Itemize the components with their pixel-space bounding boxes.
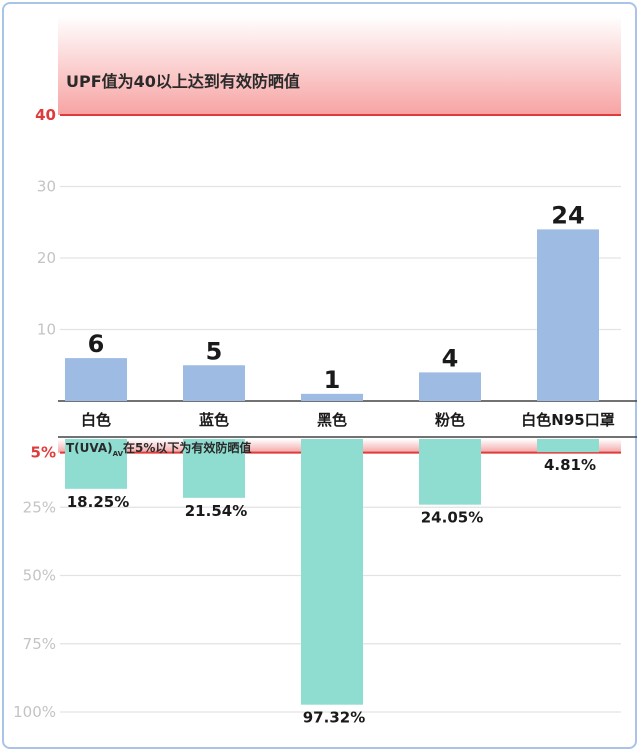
uva-title-subscript: AV — [113, 450, 124, 458]
uva-bar — [301, 439, 363, 705]
uva-y-tick-label: 100% — [13, 703, 56, 721]
category-label: 黑色 — [317, 411, 347, 429]
uva-value-label: 21.54% — [185, 502, 247, 520]
category-label: 白色 — [81, 411, 111, 429]
upf-value-label: 24 — [551, 201, 584, 229]
uva-y-tick-label: 25% — [23, 498, 56, 516]
upf-bar — [65, 358, 127, 401]
uva-y-tick-label: 5% — [31, 444, 56, 462]
upf-bar — [537, 229, 599, 401]
upf-y-tick-label: 40 — [35, 106, 56, 124]
upf-y-tick-label: 10 — [37, 321, 56, 339]
upf-y-tick-label: 30 — [37, 178, 56, 196]
category-label: 白色N95口罩 — [521, 411, 614, 429]
uva-y-tick-label: 75% — [23, 635, 56, 653]
uva-value-label: 24.05% — [421, 509, 483, 527]
uva-title-main: T(UVA) — [66, 441, 113, 455]
uva-value-label: 97.32% — [303, 709, 365, 727]
upf-value-label: 6 — [88, 330, 105, 358]
uva-bar — [419, 439, 481, 505]
uva-threshold-title: T(UVA)AV在5%以下为有效防晒值 — [66, 440, 251, 458]
upf-y-tick-label: 20 — [37, 249, 56, 267]
uva-value-label: 4.81% — [544, 456, 596, 474]
upf-bar — [419, 372, 481, 401]
upf-bar — [301, 393, 363, 401]
uva-y-tick-label: 50% — [23, 567, 56, 585]
upf-bar — [183, 365, 245, 401]
upf-threshold-band — [58, 16, 621, 115]
upf-value-label: 4 — [442, 344, 459, 372]
uva-bar — [65, 439, 127, 489]
category-label: 蓝色 — [199, 411, 229, 429]
category-label: 粉色 — [435, 411, 465, 429]
upf-value-label: 1 — [324, 366, 341, 394]
uva-value-label: 18.25% — [67, 493, 129, 511]
upf-value-label: 5 — [206, 337, 223, 365]
upf-threshold-title: UPF值为40以上达到有效防晒值 — [66, 72, 300, 91]
uva-title-rest: 在5%以下为有效防晒值 — [123, 440, 251, 455]
uva-bar — [183, 439, 245, 498]
uva-bar — [537, 439, 599, 453]
